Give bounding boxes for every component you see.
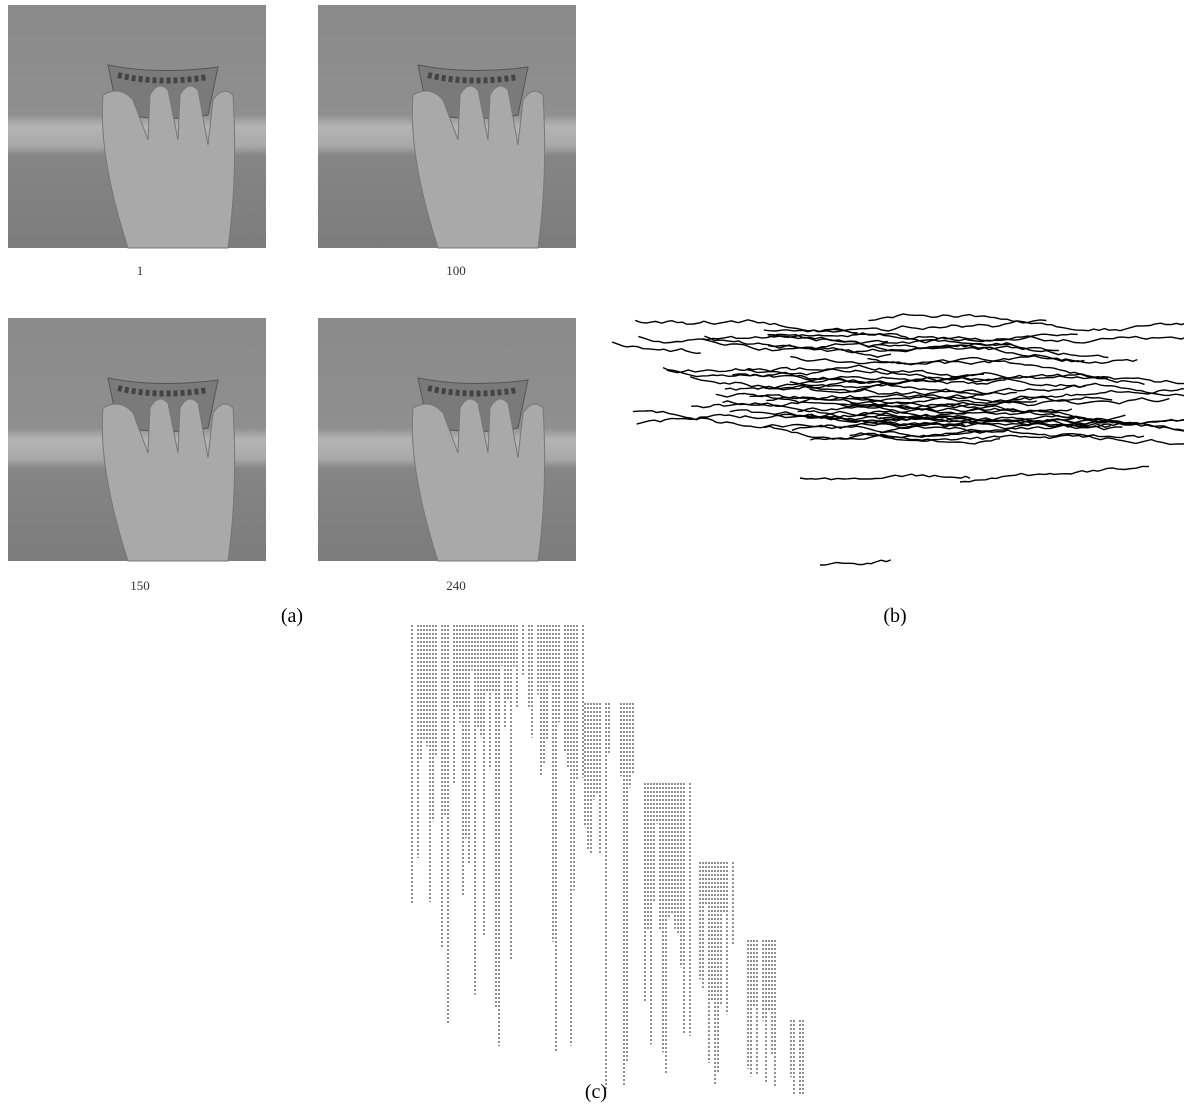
caption: (a) — [281, 605, 303, 627]
trajectory — [820, 560, 891, 565]
video-frame — [318, 318, 576, 561]
video-frame — [8, 5, 266, 248]
trajectory — [800, 474, 970, 480]
video-frame — [8, 318, 266, 561]
caption: (c) — [585, 1081, 607, 1103]
frame-label: 1 — [137, 263, 144, 278]
trajectory — [765, 386, 1017, 394]
figure: 1 100 150 240 (a) (b) (c) — [0, 0, 1184, 1107]
panel-c: (c) — [412, 625, 803, 1103]
trajectory — [850, 433, 1184, 444]
caption: (b) — [883, 605, 906, 627]
frame-label: 240 — [446, 578, 466, 593]
trajectory — [960, 466, 1149, 482]
panel-a: 1 100 150 240 (a) — [8, 5, 576, 627]
trajectory — [638, 336, 891, 357]
video-frame — [318, 5, 576, 248]
trajectory — [612, 342, 701, 353]
frame-label: 150 — [130, 578, 150, 593]
frame-label: 100 — [446, 263, 466, 278]
panel-b: (b) — [612, 314, 1184, 627]
page: {"frames": ["1", "100", "150", "240"], "… — [0, 0, 1184, 1107]
